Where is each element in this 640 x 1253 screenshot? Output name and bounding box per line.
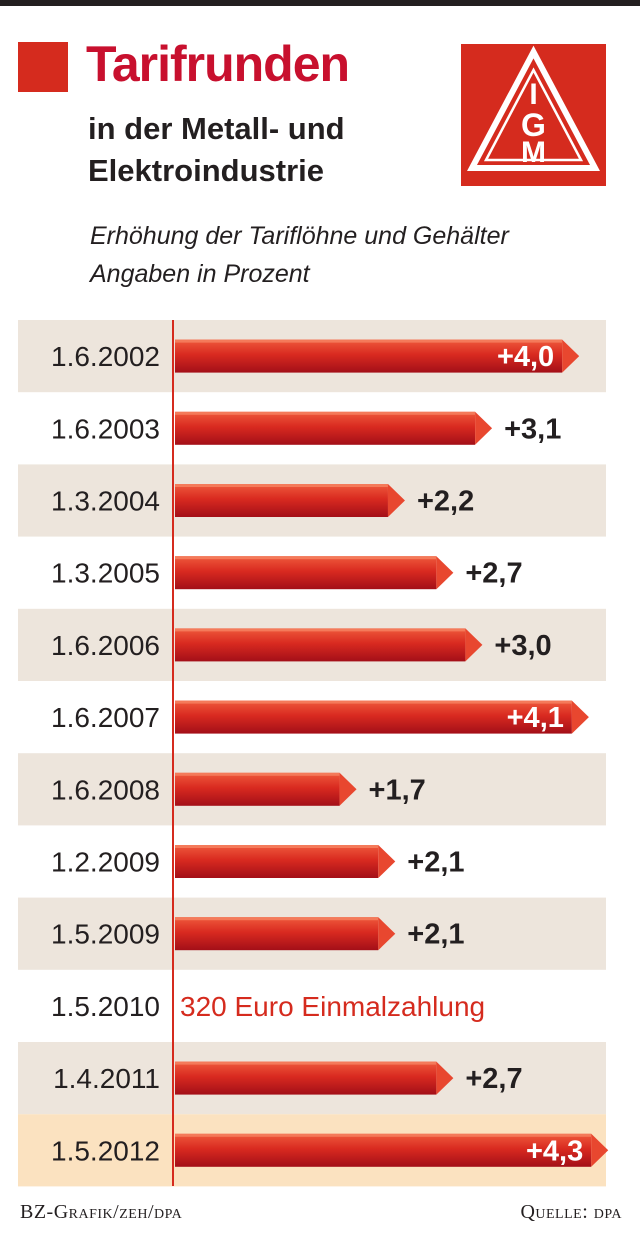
bar-arrow-tip [339, 772, 357, 806]
subtitle-line-1: in der Metall- und [88, 111, 345, 146]
top-rule [0, 0, 640, 6]
category-label: 1.5.2009 [51, 919, 160, 950]
bar [175, 845, 379, 878]
labels: 1.6.2002 +4,0 1.6.2003 +3,1 1.3.2004 +2,2 1.3.… [51, 341, 583, 1167]
description-line-1: Erhöhung der Tariflöhne und Gehälter [90, 222, 509, 250]
category-label: 1.6.2003 [51, 413, 160, 444]
one-time-payment-note: 320 Euro Einmalzahlung [180, 991, 485, 1022]
value-label: +2,2 [417, 486, 474, 518]
category-label: 1.3.2005 [51, 558, 160, 589]
bar-highlight-edge [175, 628, 466, 632]
bars [175, 339, 609, 1167]
value-label: +4,0 [497, 341, 554, 373]
bar-highlight-edge [175, 339, 563, 343]
bar-arrow-tip [465, 628, 483, 662]
bar-highlight-edge [175, 484, 388, 487]
bar-arrow-tip [387, 484, 405, 517]
bar-highlight-edge [175, 917, 379, 921]
bar-highlight-edge [175, 1061, 437, 1065]
bar-highlight-edge [175, 845, 379, 848]
bar-arrow-tip [475, 411, 493, 445]
category-label: 1.6.2007 [51, 702, 160, 733]
bar [175, 628, 466, 662]
footer-credit: BZ-Grafik/zeh/dpa [20, 1201, 183, 1223]
bar-highlight-edge [175, 411, 476, 415]
value-label: +1,7 [369, 774, 426, 806]
title-marker-square [18, 42, 68, 92]
bar [175, 1061, 437, 1095]
category-label: 1.3.2004 [51, 486, 160, 517]
ig-metall-logo: I G M [461, 44, 606, 186]
logo-letter-i: I [529, 78, 537, 111]
category-label: 1.6.2008 [51, 774, 160, 805]
value-label: +4,1 [507, 702, 564, 734]
logo-letter-g: G [521, 107, 546, 143]
category-label: 1.5.2012 [51, 1135, 160, 1166]
category-label: 1.6.2006 [51, 630, 160, 661]
bar [175, 556, 437, 590]
bar-arrow-tip [591, 1133, 609, 1167]
value-label: +3,0 [494, 630, 551, 662]
value-label: +2,7 [465, 1063, 522, 1095]
value-label: +2,7 [465, 558, 522, 590]
category-label: 1.6.2002 [51, 341, 160, 372]
bar [175, 1133, 592, 1167]
bar-highlight-edge [175, 700, 572, 704]
category-label: 1.5.2010 [51, 991, 160, 1022]
description-line-2: Angaben in Prozent [90, 260, 310, 288]
bar-arrow-tip [436, 556, 454, 590]
value-label: +3,1 [504, 413, 561, 445]
bar [175, 772, 340, 806]
value-label: +2,1 [407, 919, 464, 951]
value-label: +2,1 [407, 847, 464, 879]
category-label: 1.4.2011 [53, 1063, 160, 1094]
bar-arrow-tip [378, 917, 396, 951]
chart-subtitle: in der Metall- und Elektroindustrie [88, 108, 345, 192]
bar [175, 484, 388, 517]
bar [175, 700, 572, 734]
bar-arrow-tip [562, 339, 580, 373]
bar-highlight-edge [175, 556, 437, 560]
bar-arrow-tip [571, 700, 589, 734]
bar-arrow-tip [378, 845, 396, 878]
chart-title: Tarifrunden [86, 36, 350, 92]
bar [175, 411, 476, 445]
bar-arrow-tip [436, 1061, 454, 1095]
footer-source: Quelle: dpa [520, 1201, 622, 1223]
row-backgrounds [18, 320, 606, 1187]
logo-letter-m: M [521, 136, 546, 169]
bar-highlight-edge [175, 772, 340, 776]
subtitle-line-2: Elektroindustrie [88, 153, 324, 188]
category-label: 1.2.2009 [51, 847, 160, 878]
bar [175, 339, 563, 373]
chart-description: Erhöhung der Tariflöhne und Gehälter Ang… [90, 217, 509, 293]
bar-highlight-edge [175, 1133, 592, 1137]
bar [175, 917, 379, 951]
value-label: +4,3 [526, 1135, 583, 1167]
